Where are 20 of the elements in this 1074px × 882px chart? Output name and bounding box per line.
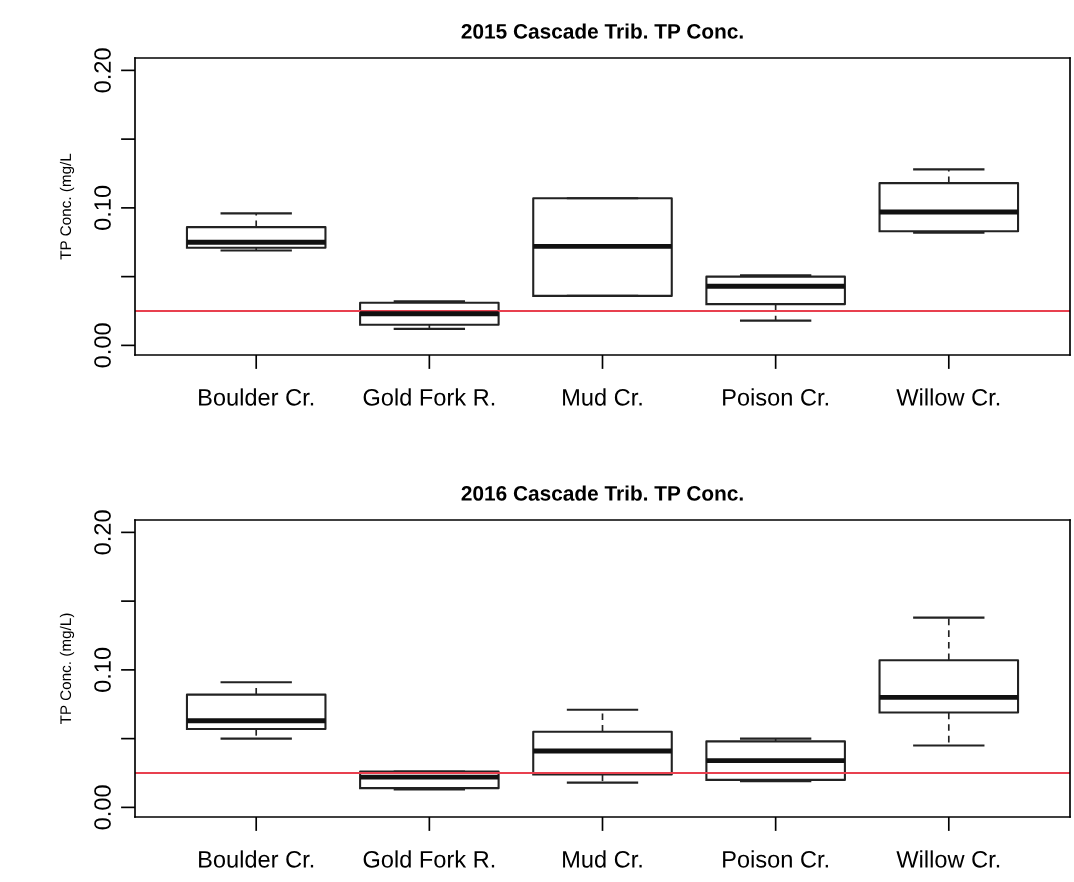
y-tick-label: 0.00 <box>94 323 111 368</box>
y-tick-label: 0.20 <box>94 510 111 555</box>
chart-title: 2015 Cascade Trib. TP Conc. <box>461 23 743 39</box>
x-tick-label: Willow Cr. <box>896 850 1000 868</box>
y-tick-label: 0.20 <box>94 48 111 93</box>
x-tick-label: Poison Cr. <box>723 850 828 868</box>
x-tick-label: Gold Fork R. <box>363 850 495 868</box>
x-tick-label: Poison Cr. <box>723 388 828 406</box>
x-tick-label: Boulder Cr. <box>199 850 314 868</box>
y-tick-label: 0.10 <box>94 647 111 692</box>
x-tick-label: Boulder Cr. <box>199 388 314 406</box>
y-axis-title: TP Conc. (mg/L <box>59 153 75 260</box>
x-tick-label: Mud Cr. <box>563 850 642 868</box>
y-tick-label: 0.10 <box>94 185 111 230</box>
y-axis-title: TP Conc. (mg/L) <box>59 613 75 725</box>
x-tick-label: Willow Cr. <box>896 388 1000 406</box>
y-tick-label: 0.00 <box>94 785 111 830</box>
x-tick-label: Mud Cr. <box>563 388 642 406</box>
x-tick-label: Gold Fork R. <box>363 388 495 406</box>
chart-title: 2016 Cascade Trib. TP Conc. <box>461 485 743 501</box>
